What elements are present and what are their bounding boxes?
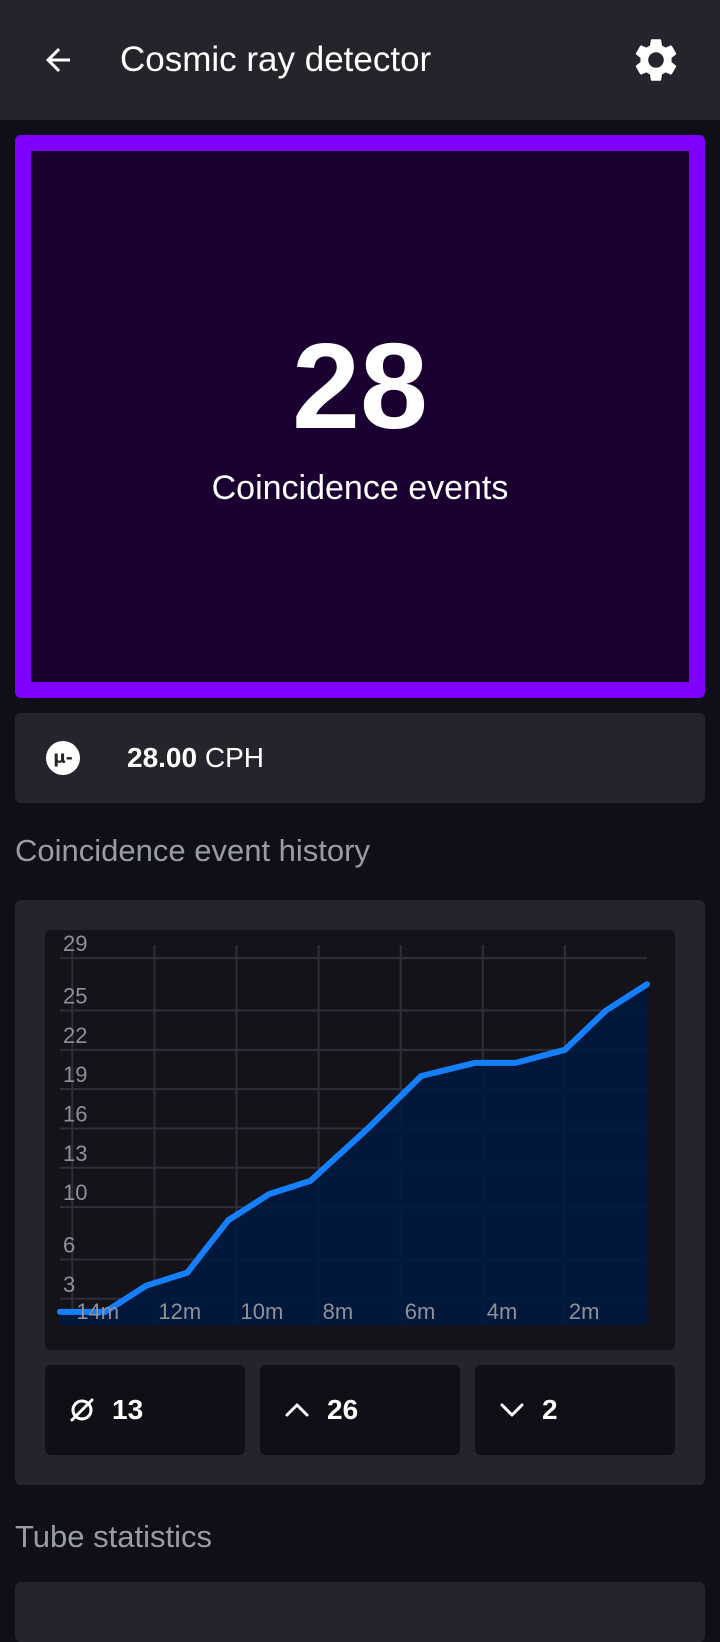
coincidence-count-label: Coincidence events [31,467,689,509]
tube-statistics-card [15,1582,705,1642]
page-title: Cosmic ray detector [120,38,431,82]
app-bar: Cosmic ray detector [0,0,720,120]
y-tick-label: 16 [63,1101,87,1126]
y-tick-label: 6 [63,1232,75,1257]
x-tick-label: 8m [323,1299,354,1324]
settings-button[interactable] [630,34,682,86]
stat-average: 13 [45,1365,245,1455]
y-tick-label: 29 [63,931,87,956]
history-chart: 29 25 22 19 16 13 10 6 3 14m 12m 10m 8m 6m 4m 2m [45,930,675,1350]
chevron-up-icon [283,1396,311,1424]
average-icon [68,1396,96,1424]
history-section-title: Coincidence event history [15,831,370,871]
x-tick-label: 14m [76,1299,119,1324]
history-area [60,984,647,1325]
stat-minimum: 2 [475,1365,675,1455]
coincidence-counter-card: 28 Coincidence events [15,135,705,698]
x-tick-label: 2m [569,1299,600,1324]
stat-average-value: 13 [112,1391,143,1429]
history-chart-svg: 29 25 22 19 16 13 10 6 3 14m 12m 10m 8m 6m 4m 2m [45,930,675,1350]
x-tick-label: 10m [241,1299,284,1324]
arrow-left-icon [40,42,76,78]
y-tick-label: 22 [63,1023,87,1048]
history-card: 29 25 22 19 16 13 10 6 3 14m 12m 10m 8m 6m 4m 2m 13 26… [15,900,705,1485]
x-tick-label: 12m [158,1299,201,1324]
stat-maximum: 26 [260,1365,460,1455]
x-tick-label: 6m [405,1299,436,1324]
chevron-down-icon [498,1396,526,1424]
y-tick-label: 25 [63,984,87,1009]
rate-value: 28.00 [127,742,197,773]
y-tick-label: 13 [63,1141,87,1166]
rate-unit: CPH [205,742,264,773]
muon-icon: µ- [46,741,80,775]
back-button[interactable] [34,36,82,84]
tube-section-title: Tube statistics [15,1517,212,1557]
rate-card: µ- 28.00 CPH [15,713,705,803]
stat-minimum-value: 2 [542,1391,558,1429]
y-tick-label: 3 [63,1272,75,1297]
stat-maximum-value: 26 [327,1391,358,1429]
gear-icon [630,34,682,86]
y-tick-label: 10 [63,1180,87,1205]
rate-readout: 28.00 CPH [127,739,264,777]
coincidence-count: 28 [31,321,689,451]
y-tick-label: 19 [63,1062,87,1087]
x-tick-label: 4m [487,1299,518,1324]
